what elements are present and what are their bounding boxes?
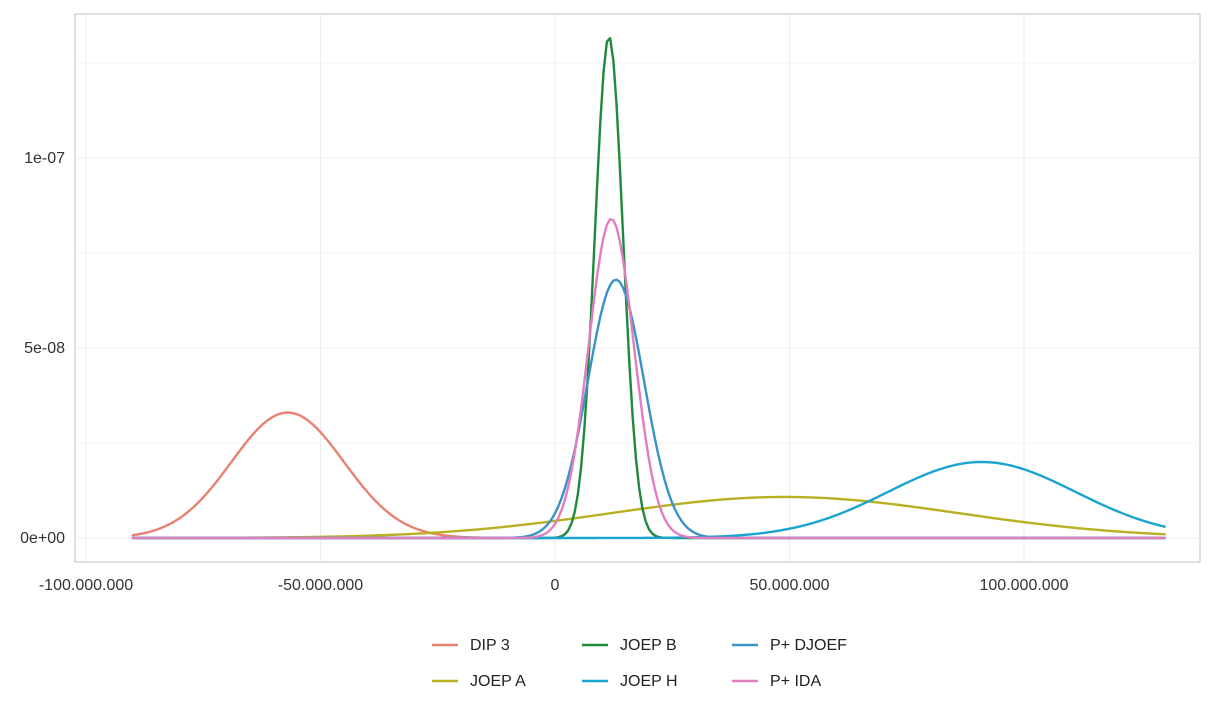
series-line-dip-3 [131,411,510,540]
y-tick-label: 0e+00 [20,530,65,547]
series-lines [131,36,1166,540]
x-tick-label: -100.000.000 [39,577,133,594]
series-line-joep-a [131,495,1166,540]
legend-item: JOEP H [582,673,678,690]
legend-label: DIP 3 [470,637,510,654]
axes: 0e+00 5e-08 1e-07 -100.000.000 -50.000.000 0 5… [20,150,1069,594]
legend-item: DIP 3 [432,637,510,654]
legend-label: P+ DJOEF [770,637,847,654]
legend-item: P+ DJOEF [732,637,847,654]
series-line-p-ida [131,218,1166,540]
x-tick-label: -50.000.000 [278,577,364,594]
legend-item: JOEP A [432,673,526,690]
legend-label: JOEP H [620,673,678,690]
legend-label: JOEP B [620,637,677,654]
legend-label: JOEP A [470,673,526,690]
plot-panel-border [74,13,1201,563]
legend-label: P+ IDA [770,673,821,690]
legend-item: P+ IDA [732,673,821,690]
legend: DIP 3 JOEP B P+ DJOEF JOEP A JOEP H P+ IDA [432,637,847,690]
x-tick-label: 50.000.000 [749,577,829,594]
x-tick-label: 0 [551,577,560,594]
y-tick-label: 1e-07 [24,150,65,167]
series-line-p-djoef [131,278,1166,540]
legend-item: JOEP B [582,637,677,654]
y-tick-label: 5e-08 [24,340,65,357]
x-tick-label: 100.000.000 [980,577,1069,594]
